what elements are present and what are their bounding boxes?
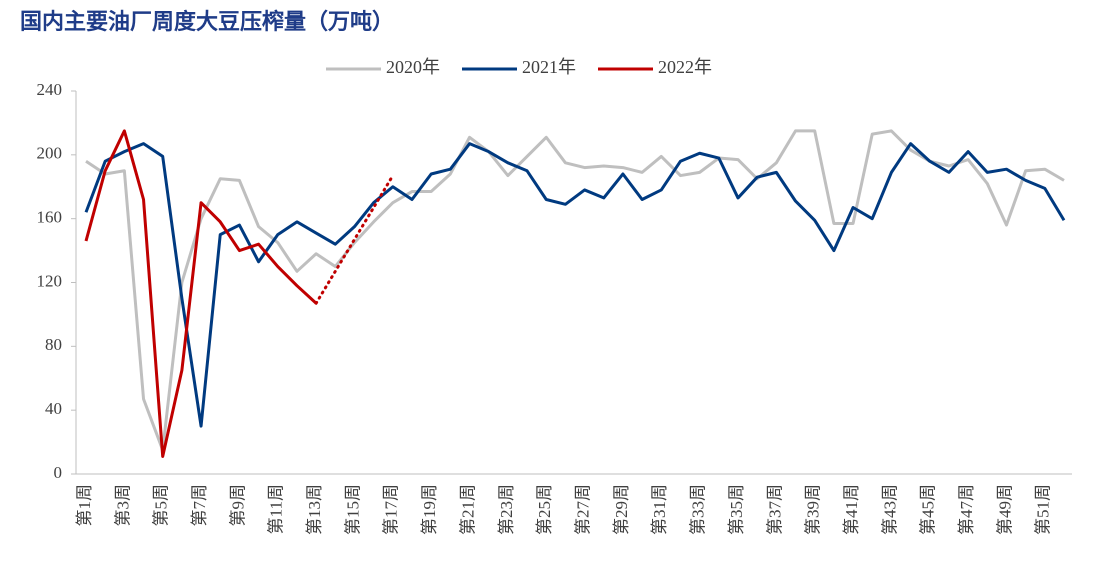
y-tick-label: 160 xyxy=(37,208,63,227)
x-tick-label: 第7周 xyxy=(190,484,209,527)
y-tick-label: 0 xyxy=(54,463,63,482)
chart-title: 国内主要油厂周度大豆压榨量（万吨） xyxy=(20,9,394,34)
y-tick-label: 200 xyxy=(37,144,63,163)
y-tick-label: 40 xyxy=(45,399,62,418)
x-tick-label: 第49周 xyxy=(995,484,1014,535)
x-tick-label: 第45周 xyxy=(919,484,938,535)
x-tick-label: 第33周 xyxy=(689,484,708,535)
x-tick-label: 第21周 xyxy=(458,484,477,535)
x-tick-label: 第3周 xyxy=(113,484,132,527)
x-tick-label: 第25周 xyxy=(535,484,554,535)
x-tick-label: 第35周 xyxy=(727,484,746,535)
x-tick-label: 第15周 xyxy=(343,484,362,535)
x-tick-label: 第5周 xyxy=(152,484,171,527)
x-tick-label: 第41周 xyxy=(842,484,861,535)
series-line xyxy=(84,142,1066,428)
x-tick-label: 第37周 xyxy=(765,484,784,535)
x-tick-label: 第47周 xyxy=(957,484,976,535)
x-tick-label: 第17周 xyxy=(382,484,401,535)
legend-label: 2020年 xyxy=(386,57,440,77)
x-tick-label: 第43周 xyxy=(880,484,899,535)
x-tick-label: 第51周 xyxy=(1034,484,1053,535)
x-tick-label: 第19周 xyxy=(420,484,439,535)
y-tick-label: 80 xyxy=(45,335,62,354)
y-tick-label: 240 xyxy=(37,80,63,99)
x-tick-label: 第13周 xyxy=(305,484,324,535)
x-tick-label: 第11周 xyxy=(267,484,286,534)
x-tick-label: 第31周 xyxy=(650,484,669,535)
x-tick-label: 第1周 xyxy=(75,484,94,527)
legend-label: 2021年 xyxy=(522,57,576,77)
series-line xyxy=(85,129,1065,452)
legend-label: 2022年 xyxy=(658,57,712,77)
series-line xyxy=(84,129,318,458)
y-tick-label: 120 xyxy=(37,271,63,290)
x-tick-label: 第9周 xyxy=(228,484,247,527)
x-tick-label: 第23周 xyxy=(497,484,516,535)
x-tick-label: 第27周 xyxy=(573,484,592,535)
x-tick-label: 第39周 xyxy=(804,484,823,535)
x-tick-label: 第29周 xyxy=(612,484,631,535)
series-line xyxy=(314,174,395,305)
